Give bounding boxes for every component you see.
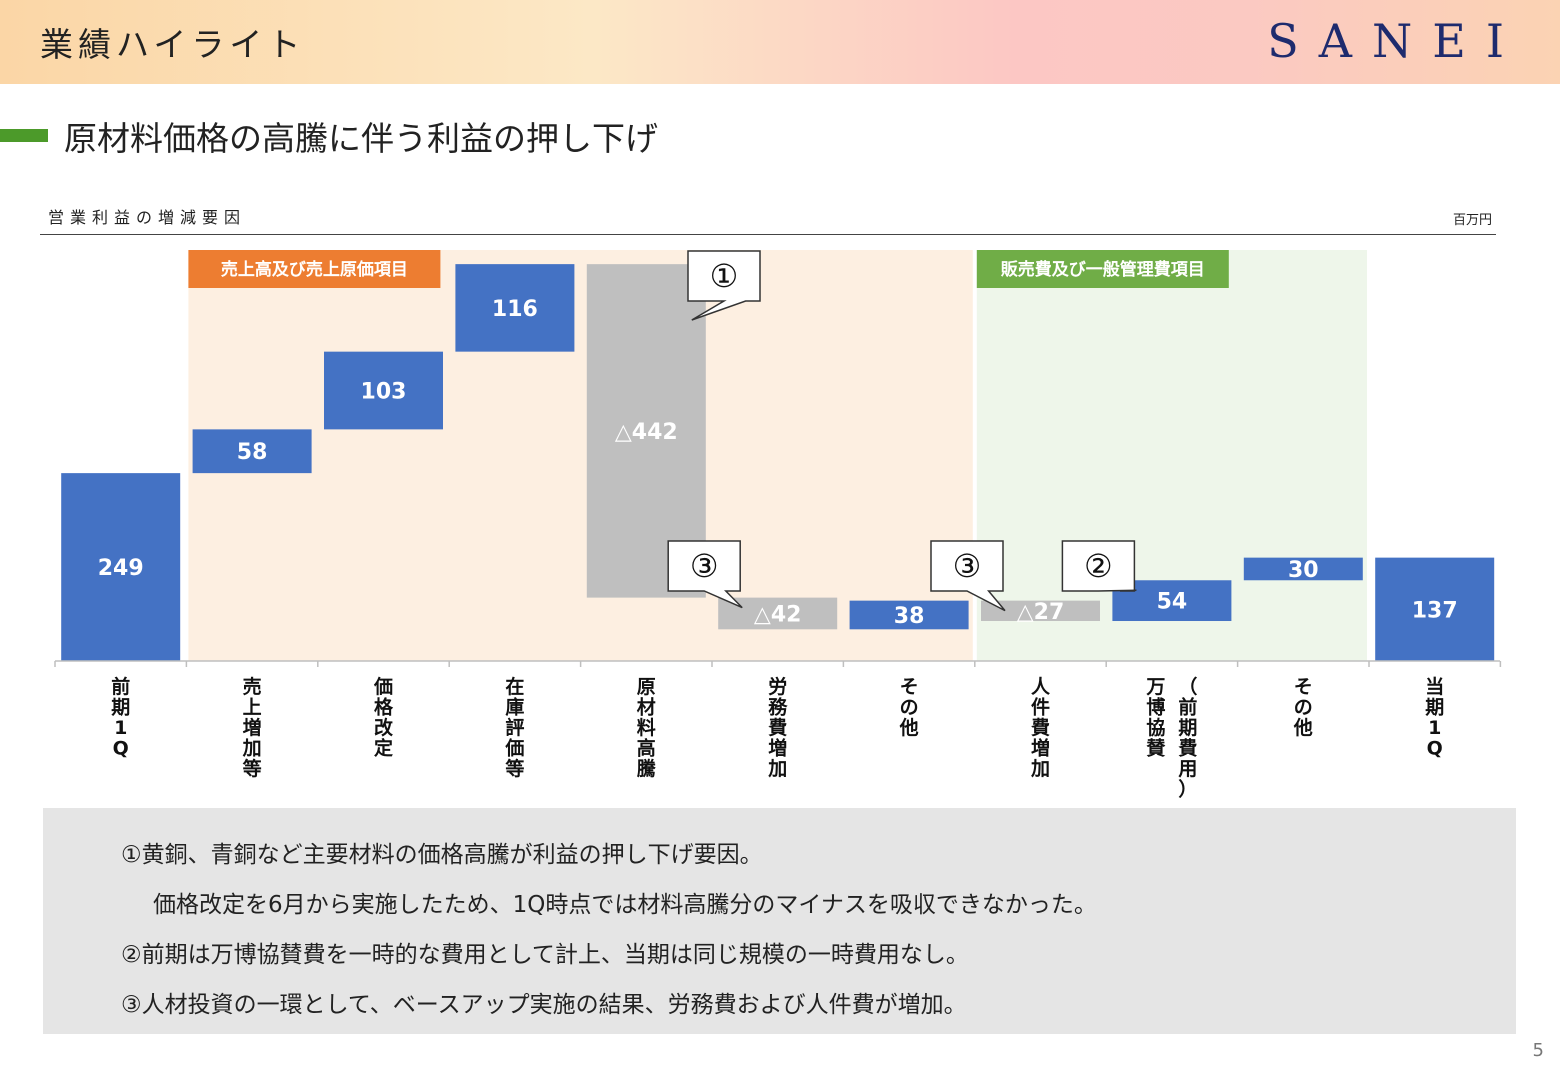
page-header-title: 業績ハイライト	[40, 25, 306, 64]
bar-2	[324, 351, 443, 430]
x-tick-label-8-1: 万博協賛	[1145, 676, 1166, 760]
bar-6	[849, 600, 969, 630]
chart-unit-label: 百万円	[1452, 213, 1492, 228]
x-tick-label-0: 前期 1 Q	[111, 675, 130, 760]
callout-bubble-2	[930, 540, 1006, 612]
note-2: 価格改定を6月から実施したため、1Q時点では材料高騰分のマイナスを吸収できなかっ…	[153, 892, 1097, 918]
note-4: ③人材投資の一環として、ベースアップ実施の結果、労務費および人件費が増加。	[121, 992, 967, 1018]
bar-10	[1375, 557, 1495, 661]
bar-value-label-7: △27	[1017, 600, 1065, 625]
callout-number-3: ②	[1084, 547, 1113, 585]
header-bar: 業績ハイライト SANEI	[0, 0, 1560, 84]
x-tick-label-2: 価格改定	[373, 676, 394, 760]
bar-value-label-5: △42	[754, 602, 802, 627]
x-tick-label-1: 売上増加等	[242, 675, 262, 780]
chart-title-rule	[40, 234, 1496, 235]
callout-bubble-3	[1061, 540, 1137, 592]
x-tick-label-9: その他	[1293, 676, 1313, 739]
bar-value-label-8: 54	[1157, 590, 1188, 615]
section-marker	[0, 129, 48, 142]
callout-number-0: ①	[710, 257, 739, 295]
x-tick-label-10: 当期 1 Q	[1425, 675, 1444, 760]
x-tick-label-5: 労務費増加	[767, 675, 788, 780]
callout-number-1: ③	[690, 547, 719, 585]
callout-bubble-0	[687, 250, 761, 321]
x-tick-label-7: 人件費増加	[1030, 676, 1051, 780]
bar-value-label-0: 249	[98, 556, 144, 581]
note-3: ②前期は万博協賛費を一時的な費用として計上、当期は同じ規模の一時費用なし。	[121, 942, 969, 968]
note-1: ①黄銅、青銅など主要材料の価格高騰が利益の押し下げ要因。	[121, 842, 763, 868]
brand-logo: SANEI	[1267, 14, 1524, 68]
group-label-box-1	[976, 250, 1229, 288]
bar-value-label-4: △442	[615, 420, 678, 445]
bar-value-label-3: 116	[492, 297, 538, 322]
callout-bubble-1	[667, 540, 743, 609]
notes-box: ①黄銅、青銅など主要材料の価格高騰が利益の押し下げ要因。 価格改定を6月から実施…	[43, 808, 1516, 1034]
bar-value-label-1: 58	[237, 440, 268, 465]
page-number: 5	[1532, 1040, 1544, 1061]
x-tick-label-6: その他	[899, 676, 919, 739]
group-label-0: 売上高及び売上原価項目	[221, 259, 408, 280]
group-label-1: 販売費及び一般管理費項目	[1001, 259, 1205, 280]
x-tick-label-8-0: （前期費用）	[1178, 675, 1197, 801]
bar-value-label-9: 30	[1288, 558, 1319, 583]
bar-1	[192, 429, 312, 474]
bar-3	[455, 264, 575, 352]
bar-0	[61, 473, 181, 661]
bar-7	[981, 600, 1100, 622]
group-background-0	[188, 250, 973, 661]
section-title: 原材料価格の高騰に伴う利益の押し下げ	[64, 119, 658, 158]
bar-value-label-10: 137	[1412, 598, 1458, 623]
chart-title: 営業利益の増減要因	[48, 208, 247, 227]
waterfall-chart: 売上高及び売上原価項目 販売費及び一般管理費項目 249 58 103 116 △442 △4…	[54, 250, 1502, 801]
group-label-box-0	[188, 250, 441, 288]
bar-9	[1243, 557, 1363, 581]
x-tick-label-4: 原材料高騰	[636, 676, 657, 780]
bar-value-label-2: 103	[361, 380, 407, 405]
x-tick-label-3: 在庫評価等	[504, 675, 524, 780]
callout-number-2: ③	[953, 547, 982, 585]
bar-value-label-6: 38	[894, 604, 925, 629]
